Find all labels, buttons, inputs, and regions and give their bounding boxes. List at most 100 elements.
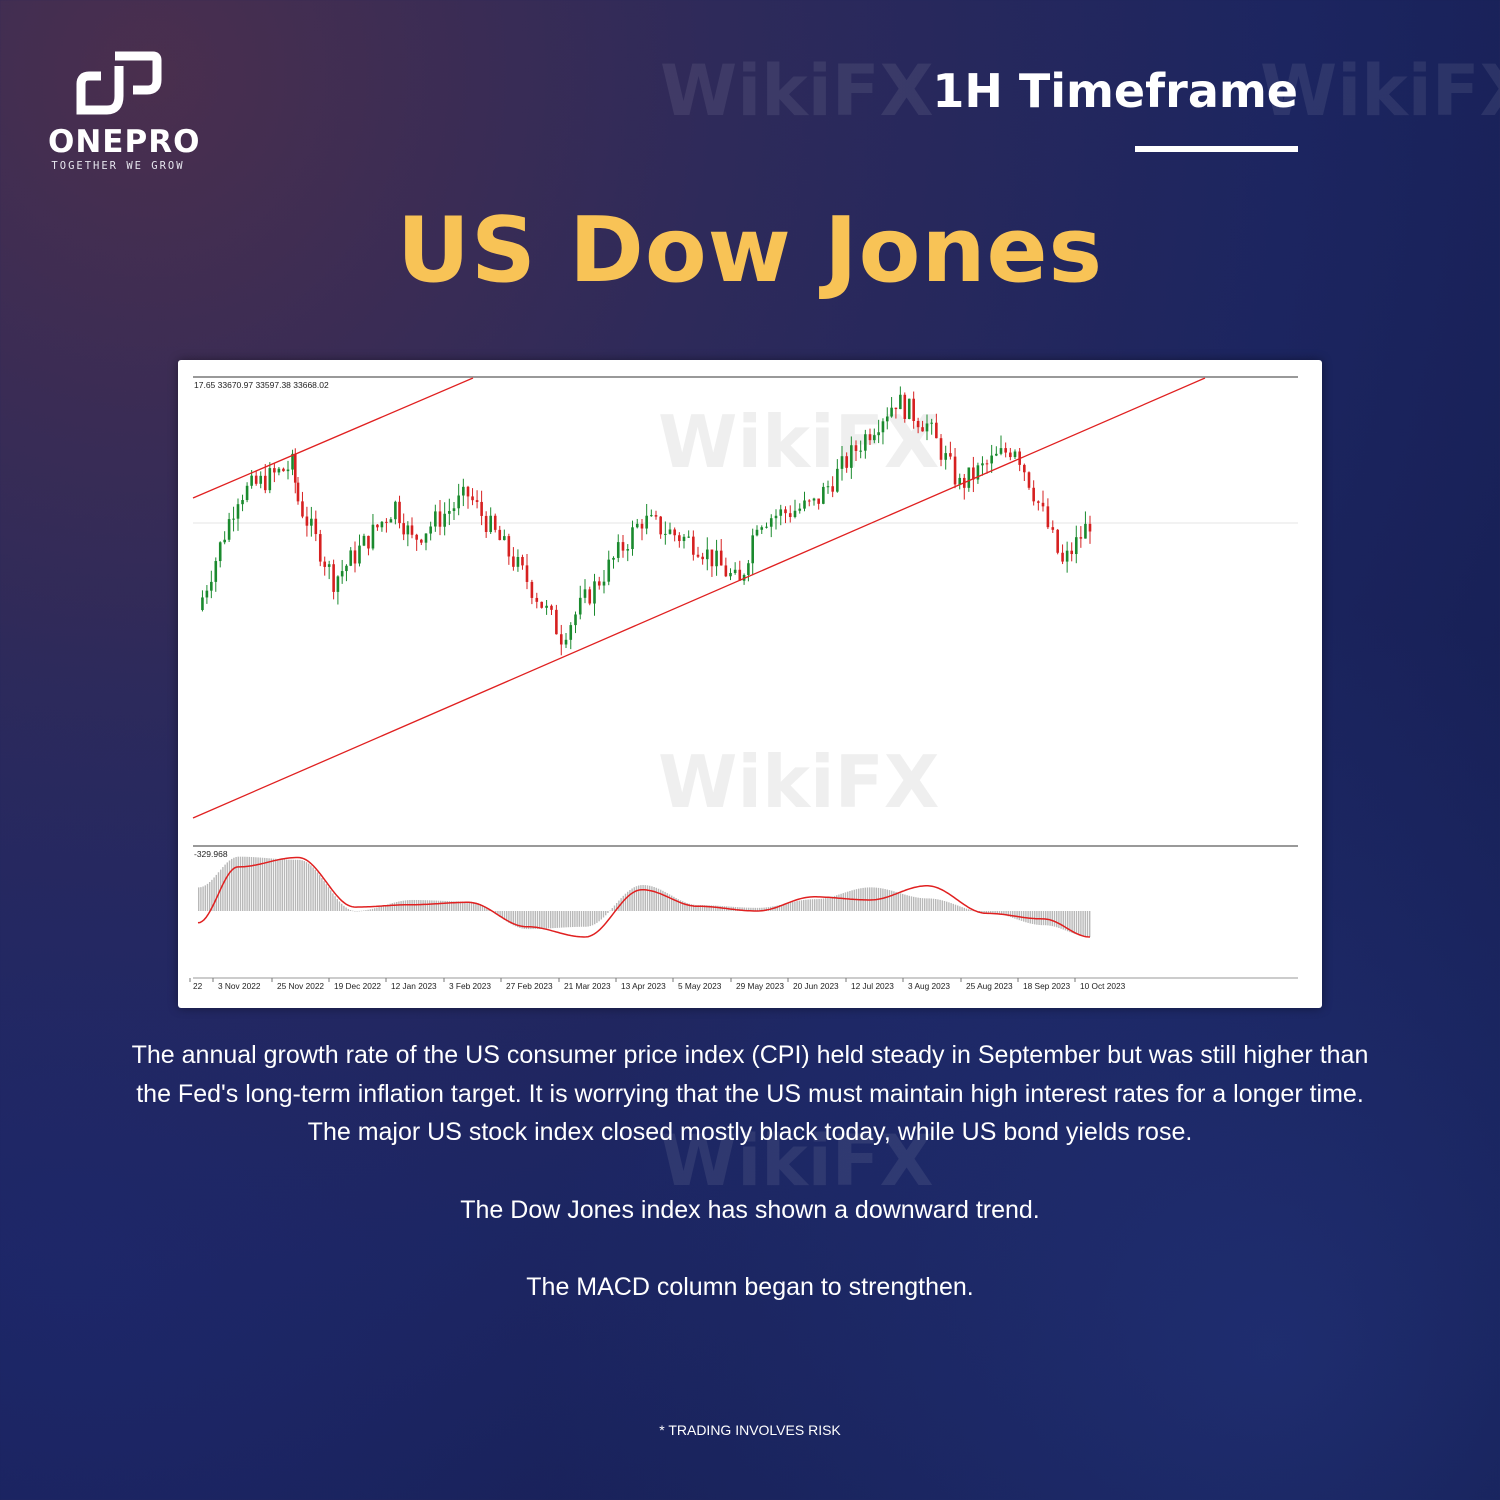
- macd-histogram-bar: [598, 911, 600, 922]
- candle-body: [550, 605, 553, 610]
- macd-histogram-bar: [818, 899, 820, 911]
- macd-histogram-bar: [781, 904, 783, 911]
- macd-histogram-bar: [913, 896, 915, 911]
- candle-body: [385, 521, 388, 523]
- paragraph: The Dow Jones index has shown a downward…: [460, 1195, 1040, 1224]
- candle-body: [1027, 472, 1031, 488]
- risk-disclaimer: * TRADING INVOLVES RISK: [659, 1422, 841, 1438]
- candle-body: [457, 495, 460, 509]
- macd-histogram-bar: [550, 911, 552, 929]
- candle-body: [201, 597, 204, 610]
- macd-histogram-bar: [759, 907, 761, 911]
- macd-histogram-bar: [712, 905, 715, 911]
- macd-histogram-bar: [536, 911, 539, 929]
- candle-body: [507, 536, 511, 557]
- macd-histogram-bar: [440, 900, 442, 911]
- macd-histogram-bar: [1007, 911, 1009, 917]
- candle-body: [877, 432, 880, 436]
- macd-histogram-bar: [198, 887, 200, 911]
- macd-histogram-bar: [1075, 911, 1078, 935]
- channel-upper-trendline: [192, 377, 474, 499]
- macd-histogram-bar: [699, 905, 701, 911]
- candle-body: [602, 581, 606, 586]
- candle-body: [462, 486, 465, 496]
- macd-histogram-bar: [1042, 911, 1045, 926]
- macd-histogram-bar: [805, 899, 807, 911]
- macd-histogram-bar: [686, 903, 688, 911]
- candle-body: [466, 486, 470, 497]
- macd-histogram-bar: [558, 911, 561, 928]
- macd-histogram-bar: [334, 896, 336, 911]
- macd-histogram-bar: [310, 865, 312, 911]
- macd-histogram-bar: [382, 905, 385, 911]
- macd-histogram-bar: [253, 857, 255, 911]
- macd-histogram-bar: [380, 906, 382, 911]
- candle-body: [578, 597, 582, 615]
- candle-body: [597, 581, 601, 586]
- candle-body: [301, 501, 304, 517]
- candle-body: [664, 533, 667, 535]
- macd-histogram-bar: [1025, 911, 1027, 923]
- chart-card: WikiFX WikiFX 17.65 33670.97 33597.38 33…: [178, 360, 1322, 1008]
- macd-histogram-bar: [750, 907, 752, 911]
- candle-body: [394, 501, 397, 520]
- candle-body: [654, 515, 658, 517]
- candle-body: [1056, 529, 1059, 553]
- macd-value-label: -329.968: [194, 849, 228, 859]
- macd-histogram-bar: [514, 911, 517, 927]
- macd-histogram-bar: [1047, 911, 1049, 926]
- candle-body: [310, 518, 313, 526]
- candle-body: [367, 535, 370, 549]
- macd-histogram-bar: [822, 898, 825, 911]
- macd-histogram-bar: [1005, 911, 1007, 916]
- macd-histogram-bar: [457, 901, 459, 911]
- macd-histogram-bar: [910, 896, 913, 911]
- candle-body: [788, 513, 792, 517]
- candle-body: [236, 504, 240, 519]
- macd-histogram-bar: [930, 898, 932, 911]
- candle-body: [719, 550, 723, 566]
- macd-histogram-bar: [785, 903, 787, 911]
- candle-body: [559, 634, 563, 645]
- candle-body: [1088, 523, 1092, 532]
- candle-body: [859, 450, 862, 452]
- macd-histogram-bar: [987, 911, 990, 913]
- candle-body: [305, 516, 309, 526]
- candle-body: [1065, 550, 1069, 562]
- macd-histogram-bar: [248, 856, 250, 911]
- macd-histogram-bar: [682, 901, 684, 911]
- macd-histogram-bar: [246, 856, 248, 911]
- candle-body: [612, 557, 615, 560]
- macd-histogram-bar: [413, 899, 415, 911]
- candle-body: [822, 486, 825, 504]
- macd-histogram-bar: [800, 900, 803, 911]
- macd-histogram-bar: [583, 911, 585, 927]
- macd-histogram-bar: [1001, 911, 1003, 915]
- macd-histogram-bar: [360, 910, 363, 912]
- macd-histogram-bar: [794, 901, 796, 911]
- candle-body: [803, 500, 806, 509]
- candle-body: [868, 434, 872, 441]
- paragraph: The annual growth rate of the US consume…: [131, 1041, 1369, 1146]
- macd-histogram-bar: [303, 861, 305, 911]
- macd-histogram-bar: [675, 898, 677, 911]
- macd-histogram-bar: [539, 911, 541, 929]
- macd-histogram-bar: [402, 900, 404, 911]
- x-tick-label: 27 Feb 2023: [506, 981, 553, 991]
- macd-histogram-bar: [792, 902, 794, 911]
- macd-histogram-bar: [807, 899, 809, 911]
- macd-histogram-bar: [206, 883, 209, 911]
- macd-histogram-bar: [574, 911, 576, 927]
- candle-body: [944, 453, 948, 460]
- x-tick-label: 12 Jul 2023: [851, 981, 894, 991]
- candle-body: [380, 521, 384, 528]
- macd-histogram-bar: [486, 907, 488, 911]
- macd-histogram-bar: [420, 900, 422, 911]
- macd-histogram-bar: [926, 898, 928, 911]
- macd-histogram-bar: [765, 907, 767, 911]
- candle-body: [314, 518, 318, 535]
- macd-histogram-bar: [1018, 911, 1020, 921]
- onepro-logo-icon: [76, 51, 162, 115]
- macd-histogram-bar: [585, 911, 587, 927]
- price-chart: 17.65 33670.97 33597.38 33668.02 -329.96…: [189, 376, 1298, 991]
